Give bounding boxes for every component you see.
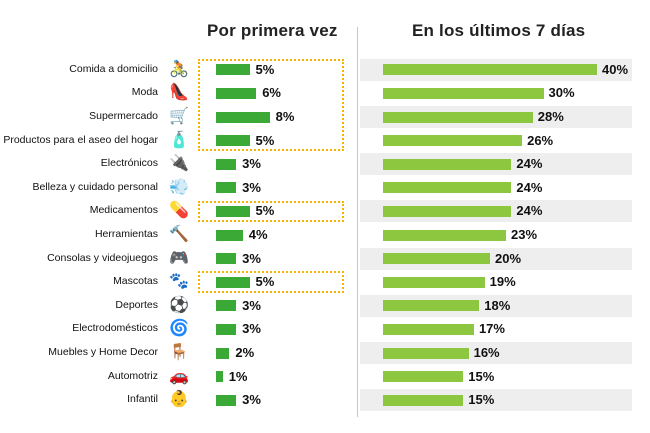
armchair-icon: 🪑 [169, 344, 189, 361]
bar-first-time [216, 276, 250, 288]
bar-first-time [216, 300, 237, 312]
category-label: Belleza y cuidado personal [32, 180, 159, 193]
value-label-first-time: 1% [228, 368, 248, 384]
bar-first-time [216, 371, 223, 383]
highlight-box [198, 200, 344, 223]
category-label: Electrónicos [100, 157, 158, 170]
highlight-box [198, 59, 344, 152]
bar-last-7-days [383, 253, 490, 265]
gamepad-icon: 🎮 [169, 249, 189, 267]
category-label: Electrodomésticos [72, 322, 158, 335]
value-label-first-time: 8% [275, 109, 295, 124]
category-label: Automotriz [107, 369, 158, 382]
category-label: Productos para el aseo del hogar [3, 133, 158, 146]
bar-first-time [216, 158, 237, 170]
value-label-last-7-days: 15% [468, 392, 495, 408]
bar-last-7-days [383, 64, 597, 76]
value-label-last-7-days: 30% [548, 85, 575, 101]
bar-first-time [216, 64, 250, 76]
bar-first-time [216, 253, 237, 265]
bar-first-time [216, 394, 237, 406]
bar-last-7-days [383, 158, 512, 170]
value-label-last-7-days: 18% [484, 297, 511, 313]
header-last-7-days: En los últimos 7 días [412, 21, 586, 40]
value-label-last-7-days: 16% [473, 345, 500, 360]
value-label-last-7-days: 15% [468, 368, 495, 384]
bar-first-time [216, 111, 270, 123]
shopping-cart-icon: 🛒 [169, 108, 189, 125]
value-label-last-7-days: 23% [511, 227, 538, 242]
bar-first-time [216, 135, 250, 147]
bar-last-7-days [383, 300, 480, 312]
value-label-first-time: 5% [255, 132, 275, 148]
bar-last-7-days [383, 394, 464, 406]
value-label-first-time: 2% [235, 345, 255, 360]
bar-last-7-days [383, 276, 485, 288]
category-label: Consolas y videojuegos [47, 251, 158, 264]
bar-last-7-days [383, 371, 464, 383]
category-label: Supermercado [89, 110, 158, 122]
value-label-last-7-days: 17% [478, 321, 505, 337]
bar-last-7-days [383, 135, 523, 147]
washing-machine-icon: 🌀 [169, 320, 189, 338]
highlight-box [198, 271, 344, 293]
header-first-time: Por primera vez [207, 21, 338, 40]
value-label-first-time: 4% [248, 227, 268, 242]
value-label-first-time: 3% [242, 250, 261, 266]
value-label-first-time: 5% [255, 203, 275, 219]
value-label-first-time: 3% [242, 156, 261, 172]
category-label: Deportes [115, 298, 158, 311]
category-label: Mascotas [113, 275, 158, 288]
value-label-first-time: 3% [242, 297, 261, 313]
bar-last-7-days [383, 323, 474, 335]
pills-icon: 💊 [169, 202, 189, 220]
bar-last-7-days [383, 87, 544, 99]
value-label-first-time: 3% [242, 321, 261, 337]
category-label: Herramientas [94, 228, 158, 240]
value-label-first-time: 6% [262, 85, 281, 101]
cleaning-bottle-icon: 🧴 [169, 131, 189, 149]
category-label: Medicamentos [89, 204, 158, 217]
value-label-first-time: 5% [255, 61, 275, 77]
bar-last-7-days [383, 229, 507, 241]
soccer-ball-icon: ⚽ [169, 296, 189, 314]
baby-bodysuit-icon: 👶 [169, 391, 189, 409]
hammer-icon: 🔨 [169, 226, 189, 243]
value-label-last-7-days: 26% [527, 132, 554, 148]
car-icon: 🚗 [169, 367, 189, 385]
value-label-last-7-days: 24% [516, 179, 543, 195]
value-label-last-7-days: 19% [489, 274, 516, 290]
delivery-cyclist-icon: 🚴 [169, 60, 189, 78]
category-label: Comida a domicilio [69, 62, 158, 75]
bar-first-time [216, 229, 243, 241]
value-label-last-7-days: 24% [516, 203, 543, 219]
value-label-last-7-days: 24% [516, 156, 543, 172]
bar-last-7-days [383, 205, 512, 217]
value-label-last-7-days: 20% [495, 250, 522, 266]
bar-last-7-days [383, 182, 512, 194]
bar-first-time [216, 87, 257, 99]
column-divider [357, 27, 358, 417]
category-label: Infantil [127, 393, 158, 406]
value-label-first-time: 3% [242, 179, 261, 195]
plug-icon: 🔌 [169, 155, 189, 173]
bar-last-7-days [383, 111, 533, 123]
bar-first-time [216, 182, 237, 194]
high-heel-icon: 👠 [169, 84, 189, 102]
paw-icon: 🐾 [169, 273, 189, 291]
bar-first-time [216, 323, 237, 335]
category-label: Muebles y Home Decor [48, 346, 158, 358]
bar-first-time [216, 205, 250, 217]
bar-last-7-days [383, 347, 469, 359]
category-label: Moda [131, 86, 158, 99]
value-label-first-time: 3% [242, 392, 261, 408]
bar-first-time [216, 347, 230, 359]
value-label-last-7-days: 28% [537, 109, 564, 124]
value-label-first-time: 5% [255, 274, 275, 290]
hair-dryer-icon: 💨 [169, 178, 189, 196]
value-label-last-7-days: 40% [602, 61, 629, 77]
